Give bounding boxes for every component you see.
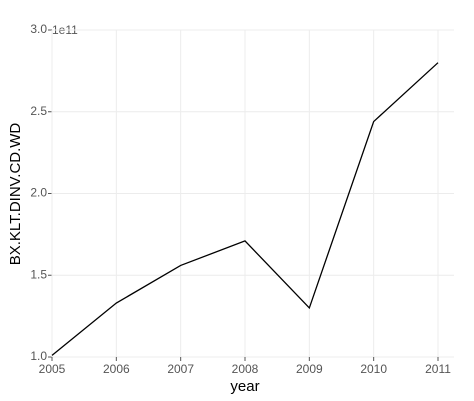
x-tick-label: 2007 <box>167 362 194 376</box>
x-tick-label: 2008 <box>232 362 259 376</box>
x-tick-label: 2010 <box>360 362 387 376</box>
x-tick-label: 2011 <box>425 362 451 376</box>
y-tick-label: 2.5 <box>30 104 47 118</box>
x-axis-label: year <box>230 378 259 395</box>
y-axis-label: BX.KLT.DINV.CD.WD <box>7 123 24 266</box>
y-tick-label: 2.0 <box>30 186 47 200</box>
y-tick-label: 3.0 <box>30 22 47 36</box>
x-tick-label: 2009 <box>296 362 323 376</box>
y-tick-label: 1.0 <box>30 349 47 363</box>
y-tick-label: 1.5 <box>30 267 47 281</box>
x-tick-label: 2005 <box>39 362 66 376</box>
line <box>51 62 439 356</box>
x-tick-label: 2006 <box>103 362 130 376</box>
